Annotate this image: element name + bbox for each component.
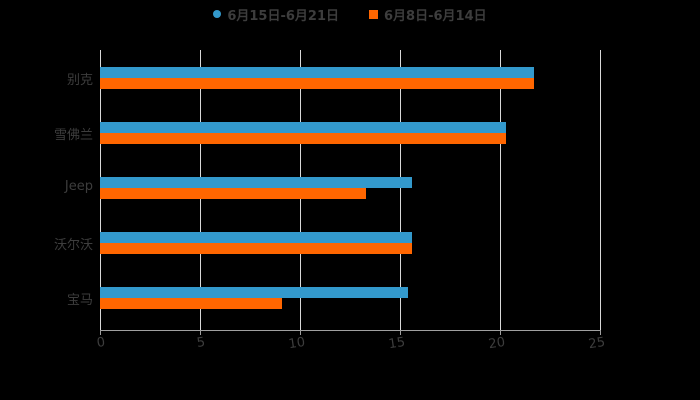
bar-series-2[interactable] xyxy=(100,298,282,309)
bar-series-1[interactable] xyxy=(100,67,534,78)
x-tick-label: 25 xyxy=(587,335,607,353)
bar-series-1[interactable] xyxy=(100,232,412,243)
gridline xyxy=(500,50,501,330)
legend-label: 6月15日-6月21日 xyxy=(227,8,340,24)
x-axis xyxy=(100,330,600,331)
x-tick-label: 15 xyxy=(387,335,407,353)
bar-series-2[interactable] xyxy=(100,78,534,89)
x-tick-label: 10 xyxy=(287,335,307,353)
gridline xyxy=(600,50,601,330)
axis-tick xyxy=(400,330,401,335)
chart-legend: 6月15日-6月21日 6月8日-6月14日 xyxy=(0,4,700,24)
gridline xyxy=(400,50,401,330)
legend-item-series-2[interactable]: 6月8日-6月14日 xyxy=(369,5,487,24)
category-label: 别克 xyxy=(66,73,93,88)
bar-series-1[interactable] xyxy=(100,177,412,188)
axis-tick xyxy=(300,330,301,335)
axis-tick xyxy=(600,330,601,335)
category-label: 沃尔沃 xyxy=(53,238,93,253)
axis-tick xyxy=(100,330,101,335)
bar-series-2[interactable] xyxy=(100,188,366,199)
x-tick-label: 5 xyxy=(195,335,207,352)
category-label: 雪佛兰 xyxy=(53,128,93,143)
x-tick-label: 20 xyxy=(487,335,507,353)
category-label: 宝马 xyxy=(66,293,93,308)
bar-series-2[interactable] xyxy=(100,243,412,254)
category-label: Jeep xyxy=(64,179,93,194)
axis-tick xyxy=(200,330,201,335)
axis-tick xyxy=(500,330,501,335)
bar-series-2[interactable] xyxy=(100,133,506,144)
legend-item-series-1[interactable]: 6月15日-6月21日 xyxy=(213,5,339,24)
bar-series-1[interactable] xyxy=(100,122,506,133)
circle-marker-icon xyxy=(213,10,222,18)
bar-series-1[interactable] xyxy=(100,287,408,298)
square-marker-icon xyxy=(369,9,379,19)
legend-label: 6月8日-6月14日 xyxy=(384,8,487,24)
x-tick-label: 0 xyxy=(95,335,107,352)
